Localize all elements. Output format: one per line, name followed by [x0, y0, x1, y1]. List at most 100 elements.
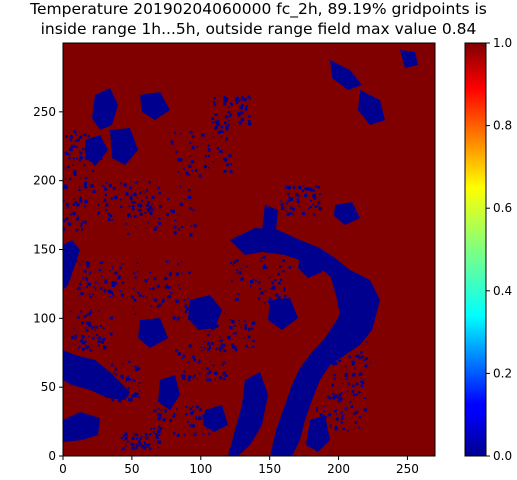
low-value-speck	[220, 343, 223, 346]
low-value-speck	[360, 351, 363, 354]
low-value-speck	[77, 316, 81, 319]
low-value-speck	[144, 212, 147, 214]
low-value-speck	[182, 376, 186, 380]
low-value-speck	[345, 378, 348, 380]
y-tick-label: 0	[48, 449, 56, 463]
low-value-speck	[73, 198, 75, 200]
low-value-speck	[78, 228, 80, 230]
low-value-speck	[81, 228, 84, 231]
low-value-speck	[180, 132, 182, 135]
low-value-speck	[154, 298, 158, 302]
low-value-speck	[86, 141, 89, 144]
low-value-speck	[170, 292, 173, 295]
low-value-speck	[194, 169, 198, 172]
low-value-speck	[210, 324, 214, 328]
low-value-speck	[136, 196, 138, 199]
low-value-speck	[230, 103, 233, 106]
low-value-speck	[70, 335, 74, 339]
x-axis: 0 50 100 150 200 250	[59, 456, 419, 476]
low-value-speck	[134, 181, 138, 184]
low-value-speck	[158, 303, 162, 307]
low-value-speck	[134, 380, 136, 382]
low-value-speck	[222, 377, 226, 381]
low-value-speck	[149, 211, 153, 215]
low-value-speck	[229, 113, 232, 116]
low-value-speck	[100, 261, 104, 264]
low-value-speck	[127, 216, 130, 218]
low-value-speck	[309, 206, 312, 208]
low-value-speck	[111, 294, 115, 297]
low-value-speck	[83, 220, 87, 224]
low-value-speck	[240, 277, 244, 281]
low-value-speck	[312, 213, 315, 215]
low-value-speck	[189, 206, 193, 210]
low-value-speck	[230, 261, 233, 264]
low-value-speck	[288, 211, 292, 215]
low-value-speck	[269, 297, 272, 300]
low-value-speck	[188, 164, 192, 168]
low-value-speck	[63, 167, 65, 169]
colorbar: 0.0 0.2 0.4 0.6 0.8 1.0	[464, 36, 512, 463]
low-value-speck	[144, 443, 147, 446]
low-value-speck	[327, 395, 331, 399]
low-value-speck	[60, 142, 62, 144]
low-value-speck	[117, 382, 120, 386]
low-value-speck	[158, 222, 161, 225]
low-value-speck	[211, 116, 215, 120]
low-value-speck	[194, 431, 197, 434]
low-value-speck	[271, 282, 274, 285]
low-value-speck	[241, 96, 244, 99]
low-value-speck	[249, 98, 251, 100]
low-value-speck	[324, 416, 327, 419]
low-value-speck	[309, 187, 313, 191]
low-value-region	[110, 128, 138, 165]
low-value-speck	[333, 397, 336, 400]
low-value-speck	[207, 154, 210, 157]
low-value-speck	[147, 201, 151, 205]
colorbar-tick-label: 0.4	[493, 284, 512, 298]
low-value-speck	[107, 212, 111, 216]
low-value-speck	[97, 336, 100, 339]
low-value-region	[262, 205, 278, 250]
low-value-speck	[209, 326, 211, 328]
low-value-speck	[136, 392, 139, 396]
low-value-speck	[247, 335, 251, 339]
low-value-speck	[129, 186, 133, 190]
low-value-speck	[182, 354, 186, 358]
low-value-speck	[88, 312, 92, 316]
low-value-speck	[223, 312, 226, 315]
low-value-speck	[81, 347, 85, 351]
x-tick-label: 50	[124, 462, 139, 476]
low-value-speck	[90, 349, 93, 352]
low-value-speck	[287, 199, 291, 203]
low-value-speck	[86, 321, 90, 325]
low-value-speck	[113, 281, 117, 285]
low-value-speck	[192, 377, 194, 379]
low-value-speck	[81, 321, 84, 325]
low-value-speck	[278, 282, 281, 285]
low-value-speck	[208, 378, 211, 382]
low-value-speck	[286, 213, 290, 217]
low-value-speck	[135, 446, 138, 450]
low-value-speck	[101, 388, 105, 392]
low-value-speck	[360, 380, 363, 383]
low-value-speck	[333, 374, 336, 377]
low-value-speck	[217, 95, 219, 97]
low-value-speck	[132, 287, 135, 290]
low-value-region	[358, 90, 385, 125]
low-value-speck	[233, 260, 236, 264]
x-tick-label: 200	[327, 462, 350, 476]
low-value-speck	[88, 271, 92, 275]
heatmap-low-value-regions	[60, 50, 418, 456]
low-value-speck	[75, 260, 77, 262]
low-value-speck	[209, 314, 212, 317]
low-value-speck	[98, 138, 101, 141]
low-value-speck	[350, 405, 354, 409]
low-value-speck	[274, 278, 277, 282]
low-value-speck	[296, 200, 300, 204]
low-value-speck	[132, 306, 134, 309]
low-value-speck	[337, 396, 340, 400]
low-value-speck	[79, 282, 82, 285]
low-value-speck	[204, 165, 207, 169]
low-value-speck	[75, 229, 79, 232]
